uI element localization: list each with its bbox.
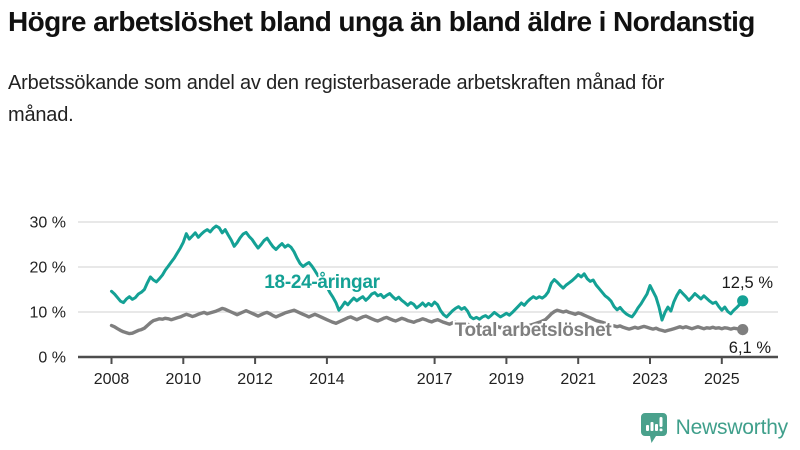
x-tick-label: 2019 bbox=[489, 371, 525, 388]
y-tick-label: 20 % bbox=[30, 260, 66, 277]
unemployment-line-chart: 30 % 20 % 10 % 0 % 2008 2010 2012 2014 2017 2019 2… bbox=[30, 215, 778, 388]
x-tick-label: 2010 bbox=[166, 371, 202, 388]
series-end-dot-youth bbox=[737, 295, 749, 307]
y-tick-label: 30 % bbox=[30, 215, 66, 232]
y-tick-label: 0 % bbox=[38, 350, 66, 367]
x-tick-label: 2008 bbox=[94, 371, 130, 388]
x-tick-label: 2017 bbox=[417, 371, 453, 388]
brand-name: Newsworthy bbox=[675, 415, 789, 439]
x-tick-label: 2025 bbox=[704, 371, 740, 388]
chart-subtitle: Arbetssökande som andel av den registerb… bbox=[8, 71, 665, 126]
end-value-label-youth: 12,5 % bbox=[722, 274, 774, 292]
series-end-dot-total bbox=[737, 324, 749, 336]
x-tick-label: 2014 bbox=[309, 371, 345, 388]
series-line-youth bbox=[110, 224, 745, 322]
x-tick-label: 2021 bbox=[560, 371, 596, 388]
series-label-total: Total arbetslöshet bbox=[455, 320, 613, 341]
chart-header: Högre arbetslöshet bland unga än bland ä… bbox=[8, 4, 792, 131]
series-label-youth: 18-24-åringar bbox=[264, 272, 380, 293]
brand-footer: Newsworthy bbox=[640, 412, 788, 443]
page-title: Högre arbetslöshet bland unga än bland ä… bbox=[8, 6, 755, 37]
chart-region: 30 % 20 % 10 % 0 % 2008 2010 2012 2014 2017 2019 2… bbox=[0, 195, 800, 400]
series-line-total bbox=[109, 306, 745, 336]
end-value-label-total: 6,1 % bbox=[729, 339, 772, 357]
y-tick-label: 10 % bbox=[30, 305, 66, 322]
bar-chart-speech-bubble-icon bbox=[640, 413, 667, 443]
x-tick-label: 2012 bbox=[237, 371, 273, 388]
x-tick-label: 2023 bbox=[632, 371, 668, 388]
